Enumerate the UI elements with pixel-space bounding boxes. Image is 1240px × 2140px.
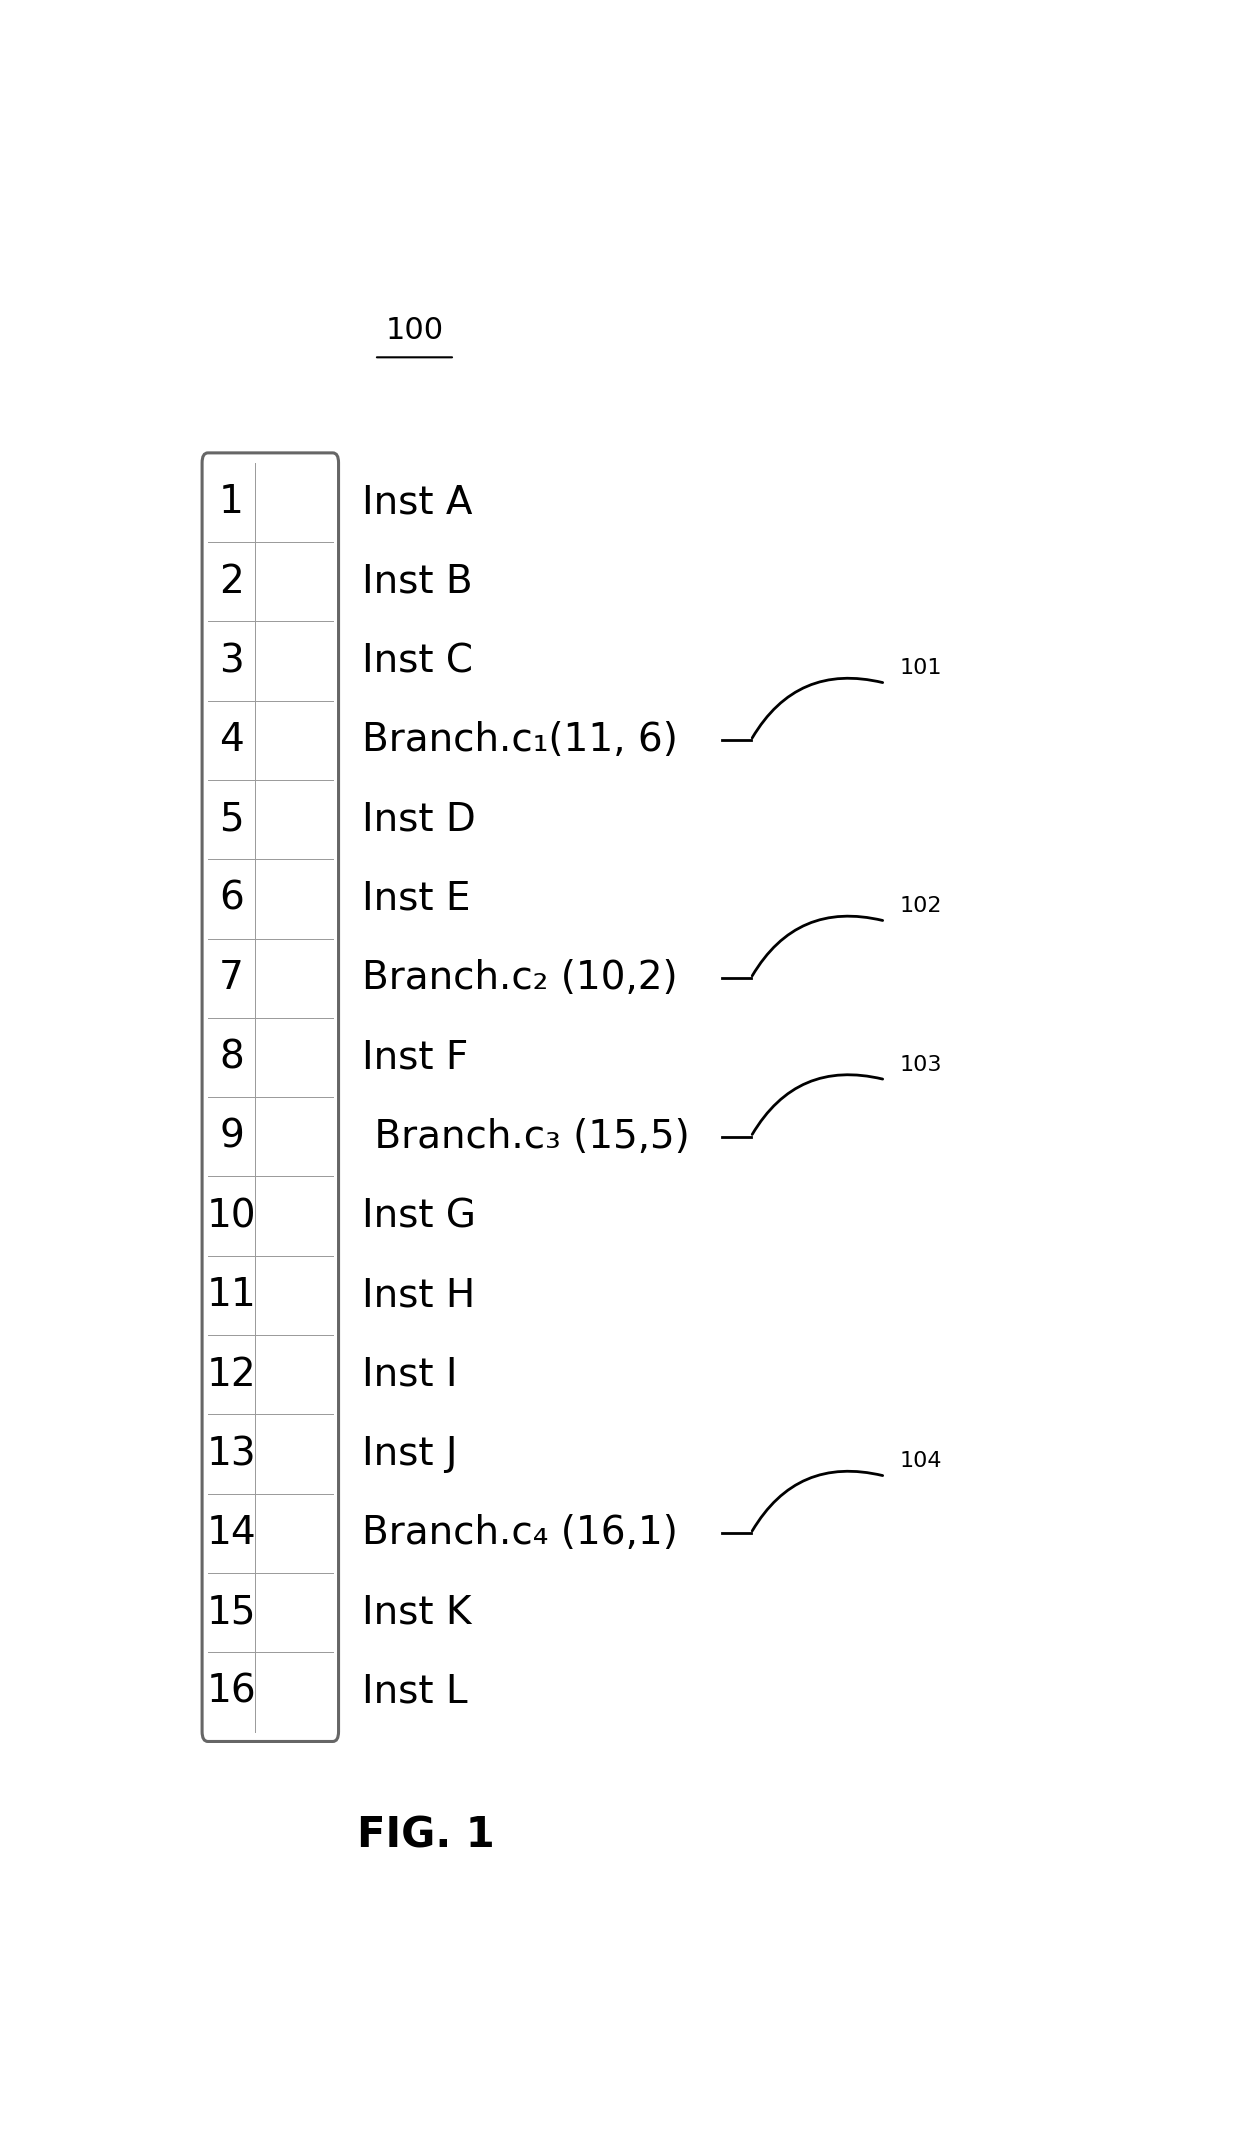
Text: 103: 103 [900, 1055, 942, 1074]
Text: Inst B: Inst B [362, 563, 472, 601]
Text: Inst J: Inst J [362, 1436, 458, 1472]
FancyArrowPatch shape [753, 678, 883, 738]
Text: 100: 100 [386, 317, 444, 345]
Text: 15: 15 [207, 1594, 257, 1631]
Text: 16: 16 [207, 1673, 257, 1712]
Text: 11: 11 [207, 1275, 257, 1314]
Text: Inst L: Inst L [362, 1673, 467, 1712]
Text: Inst G: Inst G [362, 1196, 476, 1235]
Text: Branch.c₄ (16,1): Branch.c₄ (16,1) [362, 1515, 677, 1552]
Text: 101: 101 [900, 659, 942, 678]
Text: FIG. 1: FIG. 1 [357, 1815, 495, 1855]
Text: 7: 7 [219, 959, 244, 997]
Text: Inst D: Inst D [362, 800, 475, 839]
Text: Branch.c₂ (10,2): Branch.c₂ (10,2) [362, 959, 677, 997]
FancyBboxPatch shape [202, 454, 339, 1742]
Text: 14: 14 [207, 1515, 257, 1552]
Text: Inst F: Inst F [362, 1038, 467, 1076]
Text: Inst I: Inst I [362, 1357, 458, 1393]
FancyArrowPatch shape [753, 1074, 883, 1134]
Text: Branch.c₁(11, 6): Branch.c₁(11, 6) [362, 721, 677, 760]
Text: Inst A: Inst A [362, 484, 472, 522]
FancyArrowPatch shape [753, 1470, 883, 1530]
Text: 4: 4 [219, 721, 244, 760]
Text: 13: 13 [207, 1436, 257, 1472]
Text: Inst K: Inst K [362, 1594, 471, 1631]
Text: 6: 6 [219, 880, 244, 918]
Text: Inst C: Inst C [362, 642, 472, 681]
FancyArrowPatch shape [753, 916, 883, 976]
Text: 8: 8 [219, 1038, 244, 1076]
Text: Branch.c₃ (15,5): Branch.c₃ (15,5) [362, 1117, 689, 1156]
Text: 102: 102 [900, 897, 942, 916]
Text: 5: 5 [219, 800, 244, 839]
Text: 10: 10 [207, 1196, 257, 1235]
Text: Inst E: Inst E [362, 880, 470, 918]
Text: 104: 104 [900, 1451, 942, 1472]
Text: Inst H: Inst H [362, 1275, 475, 1314]
Text: 1: 1 [219, 484, 244, 522]
Text: 3: 3 [219, 642, 244, 681]
Text: 2: 2 [219, 563, 244, 601]
Text: 12: 12 [207, 1357, 257, 1393]
Text: 9: 9 [219, 1117, 244, 1156]
